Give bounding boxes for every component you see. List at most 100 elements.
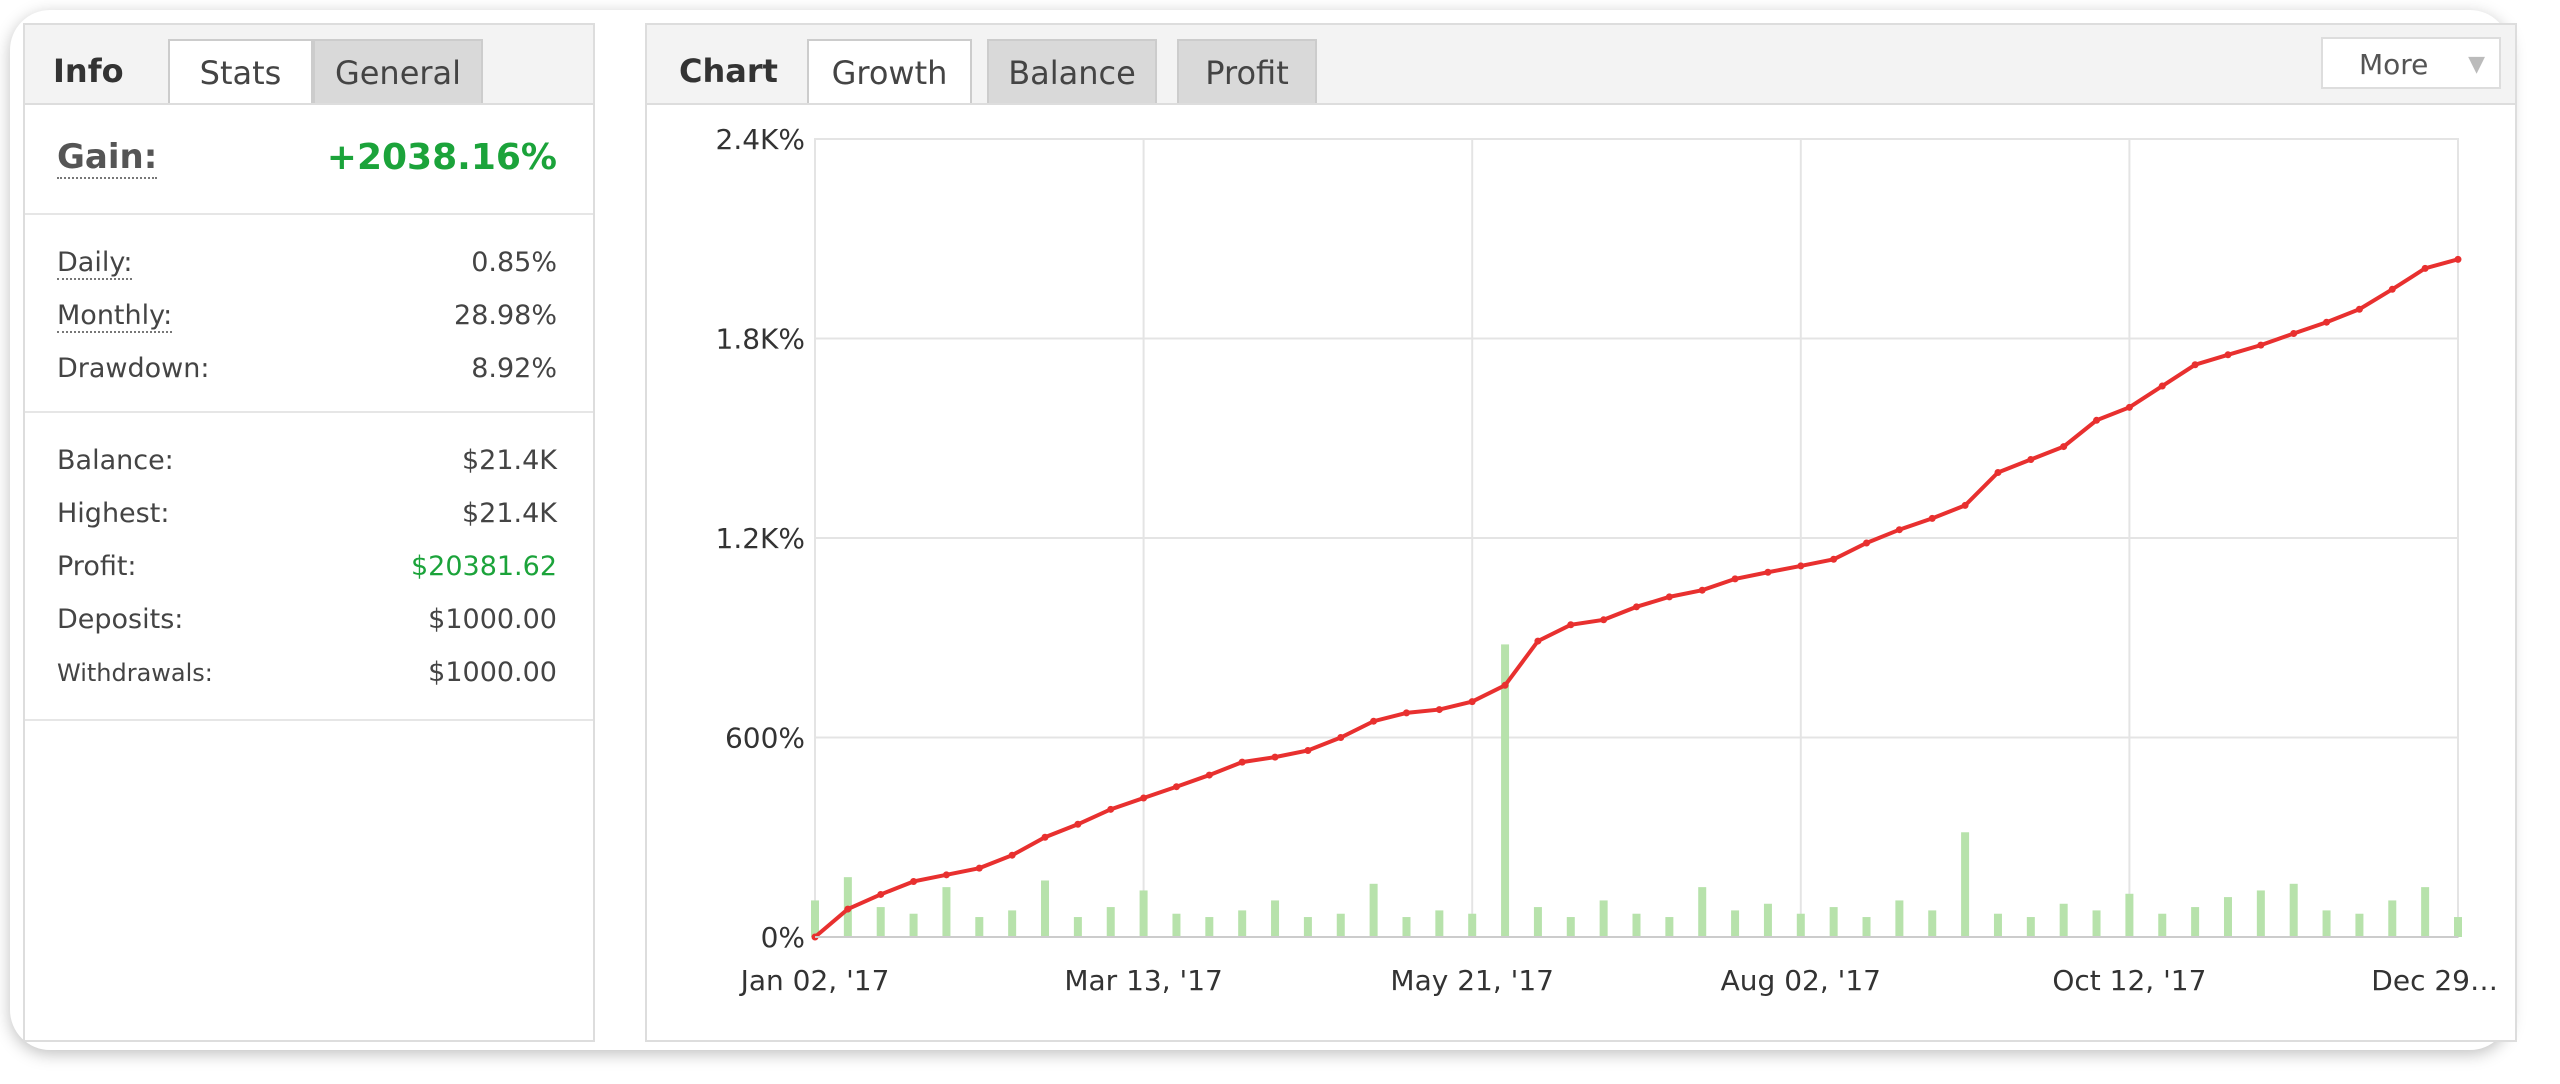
bar bbox=[1665, 917, 1674, 937]
bar bbox=[1829, 907, 1838, 937]
bar bbox=[1369, 883, 1378, 937]
point bbox=[1008, 851, 1016, 859]
bar bbox=[2158, 913, 2167, 937]
point bbox=[1041, 833, 1049, 841]
point bbox=[2388, 285, 2396, 293]
y-tick-label: 2.4K% bbox=[716, 123, 806, 156]
point bbox=[1698, 586, 1706, 594]
y-tick-label: 600% bbox=[725, 722, 805, 755]
stat-label: Daily: bbox=[57, 247, 133, 280]
tab[interactable]: Balance bbox=[987, 39, 1157, 103]
bar bbox=[1303, 917, 1312, 937]
point bbox=[1172, 783, 1180, 791]
tab[interactable]: Stats bbox=[168, 39, 313, 103]
stat-row: Withdrawals: $1000.00 bbox=[57, 657, 557, 697]
point bbox=[1074, 820, 1082, 828]
stat-row: Profit: $20381.62 bbox=[57, 551, 557, 591]
bar bbox=[942, 887, 951, 937]
stat-label: Profit: bbox=[57, 551, 137, 582]
point bbox=[1830, 555, 1838, 563]
point bbox=[1895, 526, 1903, 534]
tab[interactable]: General bbox=[313, 39, 483, 103]
divider bbox=[25, 213, 593, 215]
stat-value: 8.92% bbox=[471, 353, 557, 384]
point bbox=[1731, 575, 1739, 583]
bar bbox=[1435, 910, 1444, 937]
point bbox=[2454, 255, 2462, 263]
bar bbox=[1238, 910, 1247, 937]
bar bbox=[876, 907, 885, 937]
bar bbox=[2388, 900, 2397, 937]
bar bbox=[2421, 887, 2430, 937]
point bbox=[1107, 805, 1115, 813]
tab-title: Chart bbox=[679, 52, 778, 90]
point bbox=[1994, 468, 2002, 476]
more-button[interactable]: More ▼ bbox=[2321, 37, 2501, 89]
stat-row: Daily: 0.85% bbox=[57, 247, 557, 287]
bar bbox=[1468, 913, 1477, 937]
bar bbox=[1599, 900, 1608, 937]
point bbox=[1567, 621, 1575, 629]
y-tick-label: 1.8K% bbox=[716, 323, 806, 356]
stat-row: Balance: $21.4K bbox=[57, 445, 557, 485]
bar bbox=[1731, 910, 1740, 937]
point bbox=[942, 871, 950, 879]
point bbox=[1304, 746, 1312, 754]
bar bbox=[2322, 910, 2331, 937]
bar bbox=[975, 917, 984, 937]
point bbox=[1764, 568, 1772, 576]
point bbox=[2355, 305, 2363, 313]
stat-label: Highest: bbox=[57, 498, 170, 529]
bar bbox=[2092, 910, 2101, 937]
bar bbox=[1139, 890, 1148, 937]
point bbox=[1534, 637, 1542, 645]
stat-value: 28.98% bbox=[454, 300, 557, 331]
stat-row: Monthly: 28.98% bbox=[57, 300, 557, 340]
stat-row: Drawdown: 8.92% bbox=[57, 353, 557, 393]
tab-bar: Info Stats General bbox=[25, 25, 593, 105]
stat-label: Deposits: bbox=[57, 604, 184, 635]
bar bbox=[1928, 910, 1937, 937]
bar bbox=[1073, 917, 1082, 937]
bar bbox=[2289, 883, 2298, 937]
bar bbox=[1008, 910, 1017, 937]
bar bbox=[1402, 917, 1411, 937]
gain-value: +2038.16% bbox=[326, 137, 557, 178]
bar bbox=[1205, 917, 1214, 937]
point bbox=[2224, 351, 2232, 359]
point bbox=[1238, 758, 1246, 766]
stat-row: Deposits: $1000.00 bbox=[57, 604, 557, 644]
point bbox=[2257, 341, 2265, 349]
tab-bar: Chart Growth Balance Profit More ▼ bbox=[647, 25, 2515, 105]
point bbox=[2191, 361, 2199, 369]
bar bbox=[1698, 887, 1707, 937]
bar bbox=[1533, 907, 1542, 937]
point bbox=[1402, 709, 1410, 717]
point bbox=[2093, 416, 2101, 424]
tab-title: Info bbox=[53, 52, 124, 90]
point bbox=[910, 877, 918, 885]
bar bbox=[1632, 913, 1641, 937]
point bbox=[2158, 382, 2166, 390]
bar bbox=[1796, 913, 1805, 937]
point bbox=[1928, 514, 1936, 522]
x-tick-label: Dec 29… bbox=[2371, 964, 2498, 997]
bar bbox=[1501, 644, 1510, 937]
bar bbox=[909, 913, 918, 937]
point bbox=[1435, 706, 1443, 714]
stat-value: $21.4K bbox=[461, 498, 557, 529]
bar bbox=[2454, 917, 2462, 937]
x-tick-label: Oct 12, '17 bbox=[2052, 964, 2206, 997]
stat-value: $21.4K bbox=[461, 445, 557, 476]
stat-value: 0.85% bbox=[471, 247, 557, 278]
tab[interactable]: Profit bbox=[1177, 39, 1317, 103]
tab[interactable]: Growth bbox=[807, 39, 972, 103]
point bbox=[975, 864, 983, 872]
dropdown-arrow: ▼ bbox=[2468, 52, 2485, 77]
point bbox=[844, 905, 852, 913]
info-panel: Info Stats General Gain: +2038.16% Daily… bbox=[23, 23, 595, 1042]
point bbox=[1501, 681, 1509, 689]
point bbox=[2323, 318, 2331, 326]
stat-value: $20381.62 bbox=[410, 551, 557, 582]
